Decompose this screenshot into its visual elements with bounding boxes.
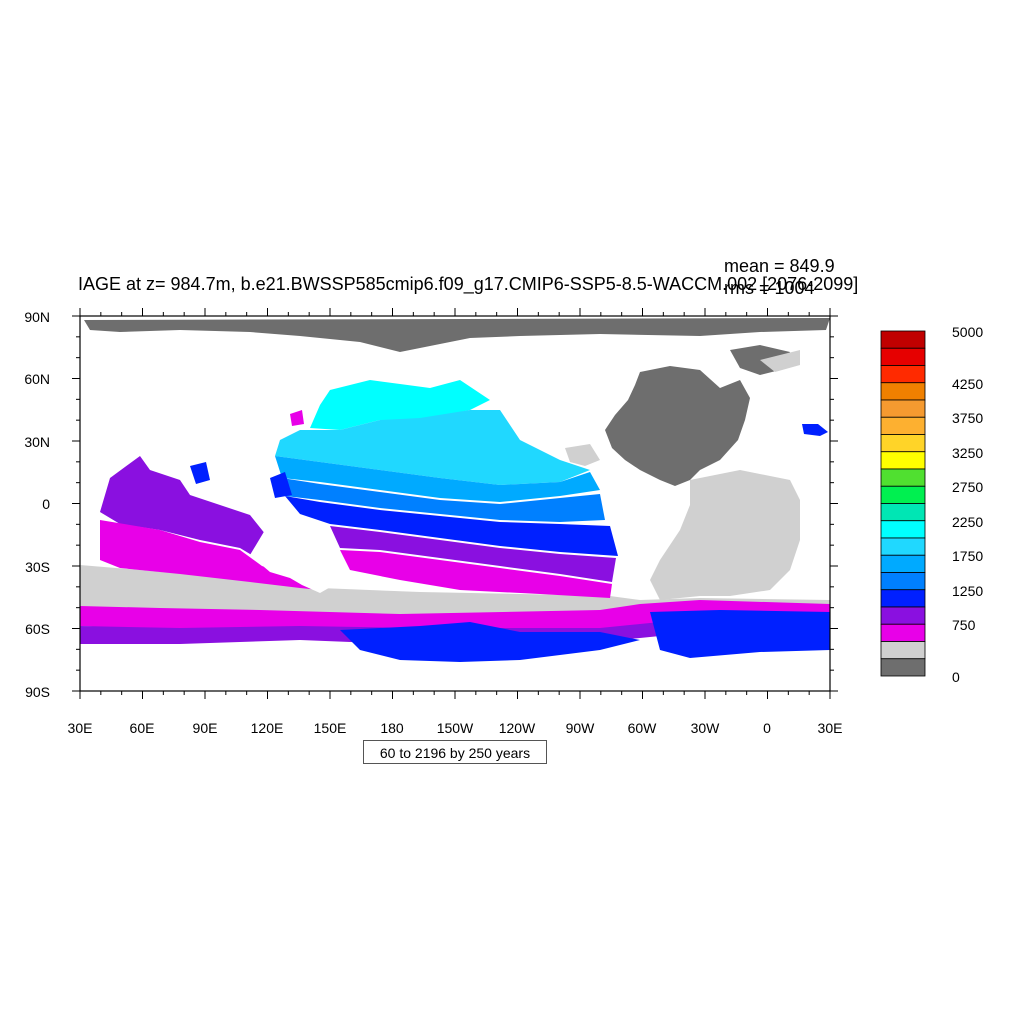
colorbar-box xyxy=(880,606,926,625)
colorbar-label-3250: 3250 xyxy=(952,445,984,461)
colorbar-box xyxy=(880,416,926,435)
xlabel-60w: 60W xyxy=(627,720,657,736)
xlabel-150w: 150W xyxy=(436,720,474,736)
contour-interval-box: 60 to 2196 by 250 years xyxy=(363,740,547,764)
japan-sea-magenta xyxy=(290,410,304,426)
colorbar-box xyxy=(880,485,926,504)
colorbar-box xyxy=(880,520,926,539)
indian-ocean-magenta xyxy=(100,520,320,590)
ylabel-eq: 0 xyxy=(42,496,50,512)
colorbar-box xyxy=(880,365,926,384)
colorbar-label-2750: 2750 xyxy=(952,479,984,495)
colorbar-box xyxy=(880,382,926,401)
xlabel-30w: 30W xyxy=(690,720,720,736)
colorbar-box xyxy=(880,641,926,660)
xlabel-150e: 150E xyxy=(313,720,347,736)
ylabel-30n: 30N xyxy=(24,434,50,450)
ylabel-30s: 30S xyxy=(25,559,50,575)
xlabel-30e: 30E xyxy=(67,720,93,736)
colorbar-box xyxy=(880,623,926,642)
maritime-blue-patch xyxy=(270,472,292,498)
colorbar-box xyxy=(880,399,926,418)
xlabel-90e: 90E xyxy=(192,720,218,736)
arctic-land xyxy=(84,318,830,352)
colorbar-box xyxy=(880,572,926,591)
ylabel-60s: 60S xyxy=(25,621,50,637)
map-fields xyxy=(80,318,830,662)
colorbar-label-3750: 3750 xyxy=(952,410,984,426)
pacific-light-cyan xyxy=(275,410,590,485)
plot-title: IAGE at z= 984.7m, b.e21.BWSSP585cmip6.f… xyxy=(78,274,859,294)
xlabel-120w: 120W xyxy=(498,720,536,736)
mean-stat: mean = 849.9 xyxy=(724,256,835,276)
xlabel-0: 0 xyxy=(763,720,771,736)
xlabel-90w: 90W xyxy=(565,720,595,736)
southern-magenta-band xyxy=(80,600,830,630)
colorbar xyxy=(880,330,926,677)
xlabel-60e: 60E xyxy=(129,720,155,736)
colorbar-label-750: 750 xyxy=(952,617,976,633)
colorbar-box xyxy=(880,451,926,470)
colorbar-label-2250: 2250 xyxy=(952,514,984,530)
colorbar-box xyxy=(880,468,926,487)
colorbar-label-1250: 1250 xyxy=(952,583,984,599)
pacific-magenta xyxy=(340,550,612,598)
arctic-shelf xyxy=(760,350,800,372)
ylabel-90s: 90S xyxy=(25,684,50,700)
xlabel-120e: 120E xyxy=(250,720,284,736)
colorbar-label-1750: 1750 xyxy=(952,548,984,564)
ylabel-60n: 60N xyxy=(24,371,50,387)
colorbar-box xyxy=(880,347,926,366)
north-america-land xyxy=(605,366,750,486)
colorbar-label-5000: 5000 xyxy=(952,324,984,340)
colorbar-box xyxy=(880,537,926,556)
colorbar-box xyxy=(880,589,926,608)
indian-ocean-purple xyxy=(100,456,270,560)
colorbar-box xyxy=(880,658,926,677)
rms-stat: rms = 1004 xyxy=(724,278,815,298)
southern-blue-region-east xyxy=(650,610,830,658)
colorbar-box xyxy=(880,503,926,522)
colorbar-box xyxy=(880,434,926,453)
southern-blue-region xyxy=(340,622,640,662)
axis-ticks xyxy=(72,308,838,699)
southern-gray-band xyxy=(80,565,830,616)
north-atlantic-blue-patch xyxy=(802,424,828,436)
colorbar-label-0: 0 xyxy=(952,669,960,685)
colorbar-box xyxy=(880,554,926,573)
africa-shelf xyxy=(650,470,800,600)
australia-land xyxy=(250,525,338,593)
indian-blue-patch xyxy=(190,462,210,484)
ylabel-90n: 90N xyxy=(24,309,50,325)
caribbean-shelf xyxy=(565,444,600,466)
pacific-mid-blue xyxy=(282,478,605,522)
colorbar-label-4250: 4250 xyxy=(952,376,984,392)
xlabel-30e-right: 30E xyxy=(817,720,843,736)
pacific-cyan-north xyxy=(310,380,490,430)
xlabel-180: 180 xyxy=(380,720,404,736)
pacific-blue xyxy=(285,496,618,556)
pacific-purple xyxy=(330,526,616,582)
pacific-sky-blue xyxy=(275,456,600,502)
colorbar-box xyxy=(880,330,926,349)
